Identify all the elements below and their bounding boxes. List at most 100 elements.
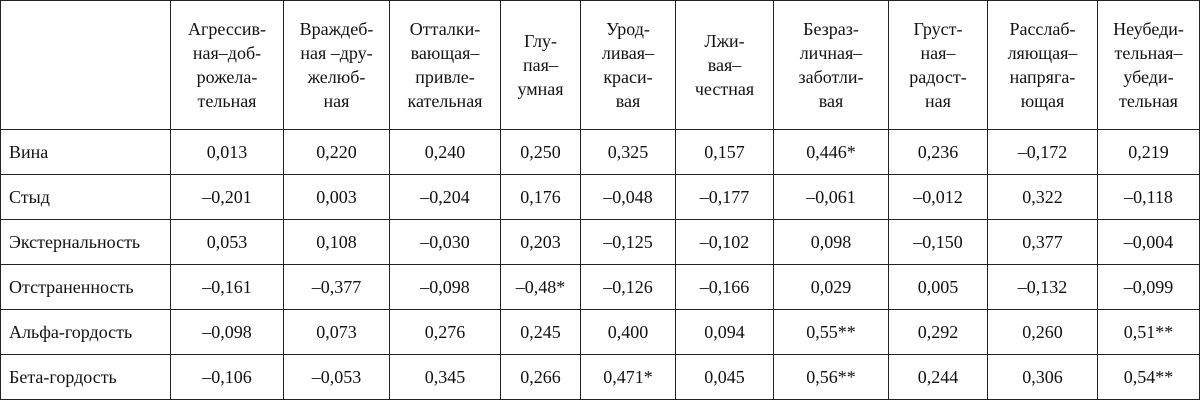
header-line: вая xyxy=(818,91,844,111)
value-cell: 0,176 xyxy=(500,174,581,220)
value-cell: 0,029 xyxy=(773,264,889,310)
value-cell: –0,48* xyxy=(500,264,581,310)
header-line: Неубеди- xyxy=(1113,19,1184,39)
value-cell: 0,54** xyxy=(1097,354,1200,400)
value-cell: 0,292 xyxy=(888,309,988,355)
header-line: Отталки- xyxy=(409,19,481,39)
value-cell: –0,106 xyxy=(170,354,284,400)
header-cell: Лжи-вая– честная xyxy=(675,0,774,130)
table-row: Экстернальность 0,053 0,108 –0,030 0,203 –0,1… xyxy=(0,219,1200,265)
header-cell: Глу-пая– умная xyxy=(500,0,581,130)
header-line: ляющая– xyxy=(1007,43,1078,63)
header-line: ная xyxy=(925,91,951,111)
header-line: тельная– xyxy=(1114,43,1183,63)
value-cell: 0,094 xyxy=(675,309,774,355)
header-line: умная xyxy=(517,79,564,99)
table-row: Отстраненность –0,161 –0,377 –0,098 –0,48* –0… xyxy=(0,264,1200,310)
value-cell: 0,400 xyxy=(580,309,676,355)
table-row: Бета-гордость –0,106 –0,053 0,345 0,266 0,471… xyxy=(0,354,1200,400)
value-cell: 0,51** xyxy=(1097,309,1200,355)
value-cell: –0,126 xyxy=(580,264,676,310)
header-line: ная –дру- xyxy=(300,43,373,63)
header-line: привле- xyxy=(415,67,475,87)
header-line: рожела- xyxy=(196,67,258,87)
value-cell: –0,177 xyxy=(675,174,774,220)
header-line: Безраз- xyxy=(803,19,859,39)
value-cell: 0,203 xyxy=(500,219,581,265)
header-line: убеди- xyxy=(1123,67,1174,87)
row-label: Бета-гордость xyxy=(0,354,171,400)
header-line: ная–доб- xyxy=(192,43,262,63)
value-cell: –0,166 xyxy=(675,264,774,310)
value-cell: –0,377 xyxy=(283,264,390,310)
value-cell: –0,098 xyxy=(389,264,501,310)
value-cell: 0,245 xyxy=(500,309,581,355)
header-line: Груст- xyxy=(913,19,963,39)
value-cell: 0,005 xyxy=(888,264,988,310)
header-line: Глу- xyxy=(523,31,558,51)
value-cell: –0,150 xyxy=(888,219,988,265)
header-cell: Безраз-личная– заботли-вая xyxy=(773,0,889,130)
header-line: краси- xyxy=(603,67,653,87)
value-cell: –0,125 xyxy=(580,219,676,265)
header-cell: Груст-ная– радост-ная xyxy=(888,0,988,130)
header-line: вая xyxy=(615,91,641,111)
header-line: желюб- xyxy=(307,67,366,87)
value-cell: –0,048 xyxy=(580,174,676,220)
value-cell: 0,325 xyxy=(580,129,676,175)
value-cell: –0,118 xyxy=(1097,174,1200,220)
header-line: тельная xyxy=(1119,91,1178,111)
header-line: Враждеб- xyxy=(299,19,374,39)
value-cell: –0,201 xyxy=(170,174,284,220)
corner-cell xyxy=(0,0,171,130)
table-row: Стыд –0,201 0,003 –0,204 0,176 –0,048 –0,177 –0… xyxy=(0,174,1200,220)
value-cell: 0,250 xyxy=(500,129,581,175)
table-row: Вина 0,013 0,220 0,240 0,250 0,325 0,157 0,446*… xyxy=(0,129,1200,175)
row-label: Альфа-гордость xyxy=(0,309,171,355)
value-cell: –0,102 xyxy=(675,219,774,265)
header-line: заботли- xyxy=(798,67,864,87)
header-cell: Агрессив-ная–доб-рожела-тельная xyxy=(170,0,284,130)
header-cell: Расслаб-ляющая– напряга-ющая xyxy=(987,0,1098,130)
value-cell: 0,260 xyxy=(987,309,1098,355)
value-cell: 0,236 xyxy=(888,129,988,175)
header-line: ливая– xyxy=(601,43,655,63)
row-label: Стыд xyxy=(0,174,171,220)
value-cell: 0,108 xyxy=(283,219,390,265)
value-cell: 0,322 xyxy=(987,174,1098,220)
value-cell: –0,012 xyxy=(888,174,988,220)
value-cell: 0,55** xyxy=(773,309,889,355)
header-cell: Отталки-вающая– привле-кательная xyxy=(389,0,501,130)
header-line: ющая xyxy=(1020,91,1065,111)
value-cell: –0,053 xyxy=(283,354,390,400)
value-cell: –0,030 xyxy=(389,219,501,265)
row-label: Экстернальность xyxy=(0,219,171,265)
value-cell: –0,098 xyxy=(170,309,284,355)
value-cell: 0,003 xyxy=(283,174,390,220)
value-cell: 0,219 xyxy=(1097,129,1200,175)
header-line: личная– xyxy=(799,43,863,63)
header-line: тельная xyxy=(197,91,257,111)
value-cell: 0,471* xyxy=(580,354,676,400)
header-line: вая– xyxy=(707,55,742,75)
value-cell: 0,220 xyxy=(283,129,390,175)
value-cell: 0,306 xyxy=(987,354,1098,400)
table-body: Вина 0,013 0,220 0,240 0,250 0,325 0,157 0,446*… xyxy=(0,129,1200,400)
value-cell: 0,56** xyxy=(773,354,889,400)
table-row: Альфа-гордость –0,098 0,073 0,276 0,245 0,400… xyxy=(0,309,1200,355)
header-line: Урод- xyxy=(606,19,650,39)
header-line: вающая– xyxy=(410,43,480,63)
header-line: Расслаб- xyxy=(1009,19,1076,39)
value-cell: 0,157 xyxy=(675,129,774,175)
header-line: кательная xyxy=(407,91,483,111)
header-line: ная– xyxy=(920,43,956,63)
header-line: напряга- xyxy=(1009,67,1076,87)
value-cell: 0,098 xyxy=(773,219,889,265)
header-cell: Урод-ливая– краси-вая xyxy=(580,0,676,130)
value-cell: 0,053 xyxy=(170,219,284,265)
header-line: Агрессив- xyxy=(188,19,266,39)
header-line: радост- xyxy=(909,67,967,87)
row-label: Вина xyxy=(0,129,171,175)
value-cell: 0,266 xyxy=(500,354,581,400)
